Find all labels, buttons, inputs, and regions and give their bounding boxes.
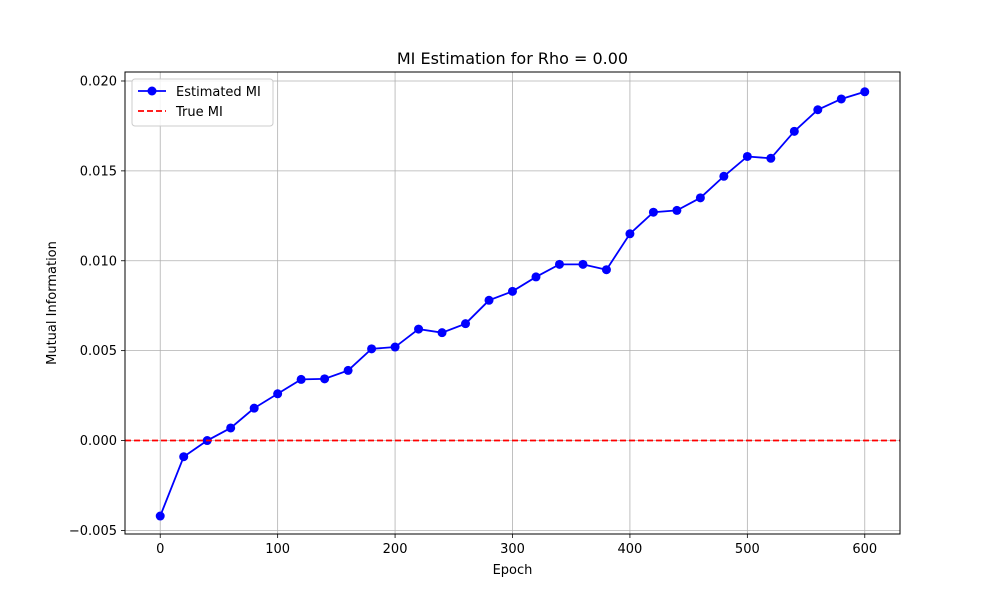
- series-layer: [125, 87, 900, 521]
- x-axis: 0 100 200 300 400 500 600: [156, 534, 877, 557]
- estimated-mi-point: [367, 344, 377, 354]
- estimated-mi-point: [554, 259, 564, 269]
- estimated-mi-point: [179, 452, 189, 462]
- estimated-mi-point: [249, 403, 259, 413]
- x-tick-label: 0: [156, 542, 164, 557]
- estimated-mi-point: [320, 374, 330, 384]
- estimated-mi-point: [813, 105, 823, 115]
- x-tick-label: 500: [735, 542, 760, 557]
- legend-label-true-mi: True MI: [175, 105, 223, 120]
- estimated-mi-point: [414, 324, 424, 334]
- estimated-mi-point: [601, 265, 611, 275]
- y-tick-label: −0.005: [69, 524, 117, 539]
- estimated-mi-point: [789, 126, 799, 136]
- estimated-mi-point: [742, 151, 752, 161]
- estimated-mi-point: [273, 389, 283, 399]
- estimated-mi-point: [860, 87, 870, 97]
- y-tick-label: 0.005: [80, 344, 117, 359]
- x-axis-label: Epoch: [493, 563, 533, 578]
- legend-box: [131, 78, 274, 127]
- estimated-mi-point: [296, 374, 306, 384]
- estimated-mi-point: [578, 259, 588, 269]
- estimated-mi-point: [766, 153, 776, 163]
- estimated-mi-point: [719, 171, 729, 181]
- chart-title: MI Estimation for Rho = 0.00: [397, 49, 628, 68]
- estimated-mi-point: [343, 365, 353, 375]
- estimated-mi-point: [390, 342, 400, 352]
- estimated-mi-point: [836, 94, 846, 104]
- estimated-mi-point: [648, 207, 658, 217]
- y-tick-label: 0.010: [80, 254, 117, 269]
- x-tick-label: 100: [265, 542, 290, 557]
- x-tick-label: 300: [500, 542, 525, 557]
- x-tick-label: 600: [852, 542, 877, 557]
- y-axis-label: Mutual Information: [45, 241, 60, 365]
- legend-label-estimated-mi: Estimated MI: [176, 85, 261, 100]
- x-tick-label: 200: [383, 542, 408, 557]
- y-tick-label: 0.020: [80, 74, 117, 89]
- estimated-mi-point: [508, 286, 517, 296]
- estimated-mi-point: [625, 229, 635, 239]
- y-axis: −0.005 0.000 0.005 0.010 0.015 0.020: [69, 74, 125, 539]
- estimated-mi-point: [226, 423, 236, 433]
- estimated-mi-point: [672, 205, 682, 215]
- estimated-mi-point: [461, 319, 471, 329]
- y-tick-label: 0.015: [80, 164, 117, 179]
- y-tick-label: 0.000: [80, 434, 117, 449]
- estimated-mi-point: [437, 328, 447, 338]
- x-tick-label: 400: [618, 542, 643, 557]
- estimated-mi-point: [484, 295, 494, 305]
- estimated-mi-point: [695, 193, 705, 203]
- legend: Estimated MI True MI: [131, 78, 274, 127]
- estimated-mi-point: [531, 272, 541, 282]
- legend-marker-estimated-mi: [147, 86, 157, 96]
- estimated-mi-point: [155, 511, 165, 521]
